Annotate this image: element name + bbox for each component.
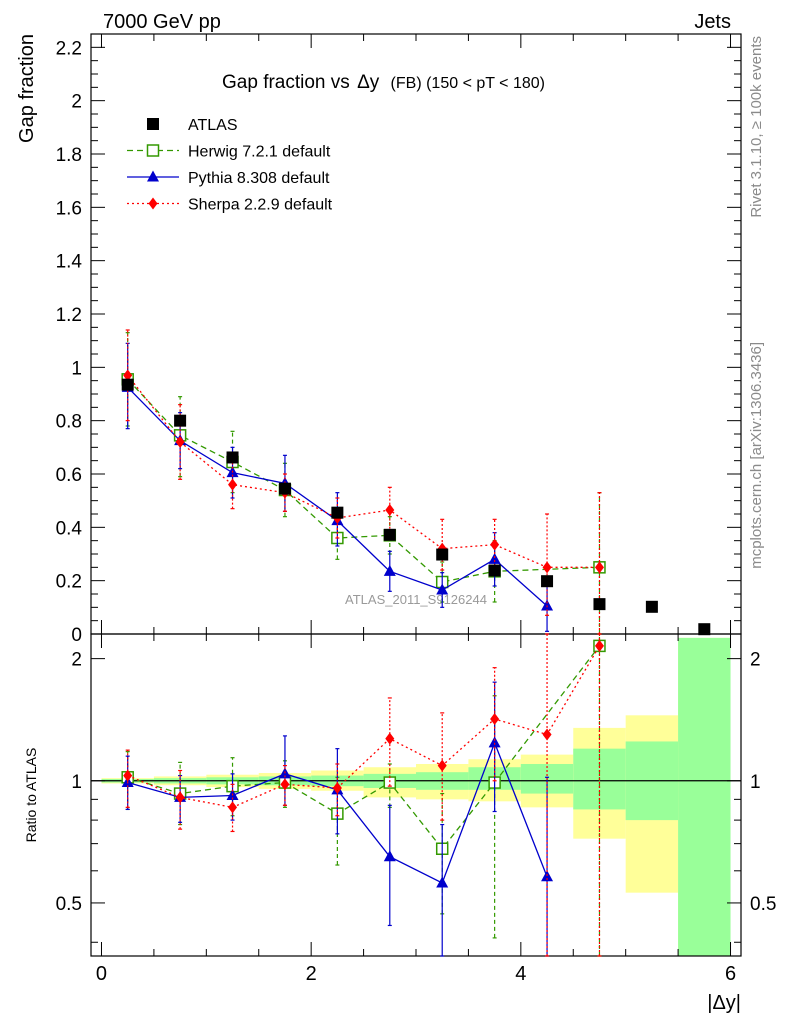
atlas-data-point — [383, 528, 396, 541]
atlas-data-point — [645, 600, 658, 613]
sherpa-ratio-point — [280, 778, 290, 791]
y-tick-label: 1.6 — [56, 198, 82, 219]
sherpa-ratio-point — [594, 639, 604, 652]
sherpa-ratio-point — [123, 769, 133, 782]
atlas-data-point — [278, 482, 291, 495]
analysis-watermark: ATLAS_2011_S9126244 — [345, 592, 487, 607]
y-tick-label: 0.2 — [56, 572, 82, 593]
chart-title-tail: (FB) (150 < pT < 180) — [391, 75, 545, 92]
axes: 0 2 4 6 0 0.2 0.4 0.6 0.8 1 1.2 1.4 1.6 1.8 2 2.2 0.5 0.5… — [56, 33, 776, 985]
legend-marker — [146, 144, 160, 157]
legend-label: ATLAS — [188, 117, 238, 134]
sherpa-ratio-point — [385, 732, 395, 745]
atlas-data-point — [541, 575, 554, 588]
sherpa-ratio-point — [542, 728, 552, 741]
mcplots-label: mcplots.cern.ch [arXiv:1306.3436] — [748, 342, 765, 569]
x-axis-title: |Δy| — [707, 992, 741, 1014]
y-tick-label: 0.6 — [56, 465, 82, 486]
chart-title-delta: Δy — [357, 72, 380, 93]
x-tick-label: 4 — [515, 963, 526, 985]
atlas-data-points — [121, 378, 711, 636]
pythia-ratio-point — [436, 876, 449, 888]
sherpa-ratio-point — [175, 791, 185, 804]
atlas-data-point — [436, 548, 449, 561]
atlas-data-point — [593, 598, 606, 611]
sherpa-point — [175, 436, 185, 448]
ratio-y-tick-label: 1 — [71, 772, 82, 793]
chart-title-main: Gap fraction vs — [222, 72, 350, 93]
pythia-ratio-point — [383, 850, 396, 862]
legend-label: Pythia 8.308 default — [188, 170, 330, 187]
y-tick-label: 0 — [71, 625, 82, 646]
legend-marker — [148, 197, 158, 210]
legend-marker — [147, 170, 159, 182]
sherpa-point — [594, 561, 604, 574]
x-tick-label: 6 — [725, 963, 736, 985]
herwig-line — [127, 378, 600, 583]
stat-uncertainty-bin — [678, 637, 731, 956]
chart-title: Gap fraction vs Δy (FB) (150 < pT < 180) — [222, 72, 545, 93]
sherpa-ratio-line — [127, 645, 601, 809]
sherpa-point — [542, 561, 552, 574]
ratio-y-tick-label: 0.5 — [56, 894, 82, 915]
sherpa-point — [490, 538, 500, 551]
atlas-data-point — [121, 378, 134, 391]
y-axis-title: Gap fraction — [16, 34, 38, 143]
y-tick-label: 1.4 — [56, 252, 83, 273]
ratio-y-tick-label-right: 0.5 — [750, 894, 776, 915]
y-tick-label: 1.2 — [56, 305, 82, 326]
legend: ATLAS Herwig 7.2.1 default Pythia 8.308 de… — [127, 117, 333, 214]
sherpa-ratio-point — [332, 781, 342, 794]
legend-label: Herwig 7.2.1 default — [188, 144, 331, 161]
x-tick-label: 2 — [306, 963, 317, 985]
legend-marker — [147, 118, 159, 130]
x-tick-label: 0 — [96, 963, 107, 985]
legend-label: Sherpa 2.2.9 default — [188, 197, 333, 214]
pythia-ratio-point — [488, 736, 501, 748]
atlas-data-point — [488, 564, 501, 577]
ratio-y-tick-label-right: 2 — [750, 650, 761, 671]
sherpa-ratio-point — [228, 801, 238, 814]
rivet-label: Rivet 3.1.10, ≥ 100k events — [748, 36, 765, 218]
y-tick-label: 2.2 — [56, 38, 82, 59]
ratio-y-tick-label: 2 — [71, 650, 82, 671]
y-tick-label: 1 — [71, 358, 82, 379]
atlas-data-point — [331, 506, 344, 519]
pythia-point — [436, 583, 449, 595]
atlas-data-point — [174, 414, 187, 427]
atlas-data-point — [226, 451, 239, 464]
herwig-ratio-line — [127, 645, 600, 850]
y-tick-label: 2 — [71, 92, 82, 113]
ratio-y-tick-label-right: 1 — [750, 772, 761, 793]
pythia-point — [541, 599, 554, 611]
sherpa-point — [228, 478, 238, 491]
y-tick-label: 0.8 — [56, 412, 82, 433]
sherpa-point — [123, 369, 133, 382]
sherpa-point — [385, 504, 395, 516]
mc-series — [121, 329, 606, 957]
pythia-point — [383, 564, 396, 576]
sherpa-ratio-point — [437, 759, 447, 772]
header-left: 7000 GeV pp — [103, 11, 221, 33]
y-tick-label: 1.8 — [56, 145, 82, 166]
sherpa-ratio-point — [490, 712, 500, 725]
header-right: Jets — [694, 11, 731, 33]
pythia-point — [488, 552, 501, 564]
sherpa-line — [127, 374, 600, 568]
ratio-y-axis-title: Ratio to ATLAS — [23, 748, 39, 843]
atlas-data-point — [698, 623, 711, 636]
y-tick-label: 0.4 — [56, 518, 83, 539]
